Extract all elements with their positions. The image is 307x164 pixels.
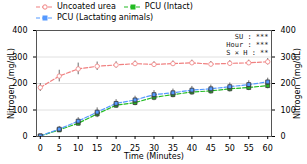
svg-text:60: 60 bbox=[263, 144, 273, 153]
svg-text:5: 5 bbox=[57, 144, 62, 153]
html-text:PCU (Intact): PCU (Intact) bbox=[144, 2, 193, 11]
svg-text:35: 35 bbox=[167, 144, 178, 154]
svg-text:400: 400 bbox=[281, 26, 296, 35]
svg-text:30: 30 bbox=[148, 144, 160, 154]
svg-text:15: 15 bbox=[92, 144, 102, 153]
svg-text:25: 25 bbox=[130, 144, 141, 154]
svg-text:55: 55 bbox=[244, 144, 254, 153]
svg-text:0: 0 bbox=[22, 132, 27, 141]
svg-text:10: 10 bbox=[73, 144, 83, 153]
svg-text:SU : ***Hour : ***S × H : **: SU : ***Hour : ***S × H : ** bbox=[226, 33, 268, 57]
svg-text:200: 200 bbox=[280, 79, 296, 89]
svg-text:Nitrogen (mg/dL): Nitrogen (mg/dL) bbox=[293, 48, 302, 119]
svg-text:0: 0 bbox=[281, 132, 286, 141]
svg-text:100: 100 bbox=[280, 105, 296, 115]
svg-text:400: 400 bbox=[12, 26, 27, 35]
svg-text:300: 300 bbox=[280, 52, 296, 62]
svg-text:20: 20 bbox=[111, 144, 121, 153]
svg-text:Time (Minutes): Time (Minutes) bbox=[123, 152, 184, 161]
svg-text:0: 0 bbox=[38, 144, 43, 153]
svg-text:200: 200 bbox=[12, 79, 28, 89]
html-text:Uncoated urea: Uncoated urea bbox=[57, 2, 116, 11]
svg-text:100: 100 bbox=[12, 105, 28, 115]
svg-text:Nitrogen (mg/dL): Nitrogen (mg/dL) bbox=[7, 48, 16, 119]
svg-text:45: 45 bbox=[206, 144, 216, 153]
svg-text:40: 40 bbox=[187, 144, 197, 153]
html-text:PCU (Lactating animals): PCU (Lactating animals) bbox=[57, 13, 154, 22]
svg-text:50: 50 bbox=[225, 144, 235, 153]
svg-text:300: 300 bbox=[12, 52, 28, 62]
